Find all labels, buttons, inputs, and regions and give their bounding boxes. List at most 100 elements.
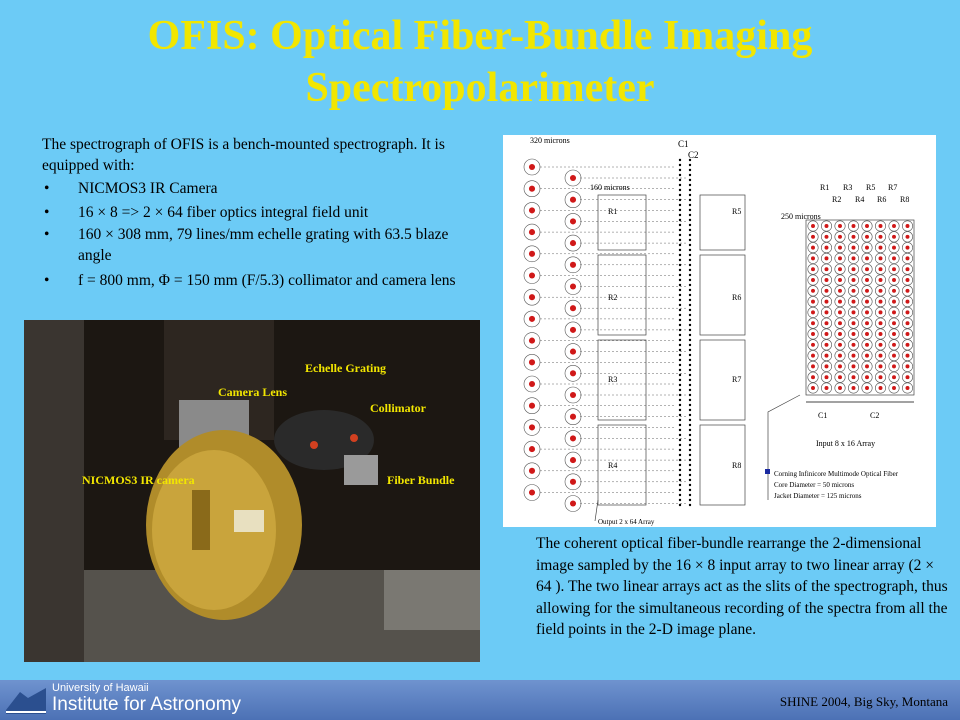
fiber: [523, 484, 541, 501]
fiber-core: [878, 375, 883, 380]
fiber: [861, 360, 873, 372]
fiber-core: [569, 435, 577, 442]
fiber-core: [824, 245, 829, 250]
fiber-core: [865, 321, 869, 326]
fiber: [820, 317, 832, 329]
fiber-core: [905, 321, 910, 326]
slit-dot: [688, 233, 692, 237]
fiber: [874, 371, 886, 383]
slit-dot: [678, 178, 682, 182]
fiber-core: [569, 370, 577, 377]
slit-dot: [688, 353, 692, 357]
fiber-core: [528, 380, 536, 388]
fiber: [523, 180, 541, 197]
slit-dot: [688, 258, 692, 262]
fiber-core: [851, 256, 856, 261]
slit-dot: [678, 373, 682, 377]
fiber: [834, 360, 846, 372]
fiber: [807, 306, 819, 318]
slit-dot: [678, 438, 682, 442]
fiber-core: [865, 342, 869, 347]
fiber-core: [892, 299, 896, 304]
slit-dot: [688, 473, 692, 477]
fiber: [874, 317, 886, 329]
fiber-core: [851, 278, 856, 282]
fiber: [564, 256, 582, 274]
fiber-core: [905, 375, 910, 380]
fiber: [834, 306, 846, 318]
fiber-core: [838, 386, 842, 390]
fiber: [874, 306, 886, 318]
fiber-core: [878, 224, 883, 228]
fiber: [861, 285, 873, 297]
fiber-core: [851, 288, 856, 293]
legend-text: Corning Infinicore Multimode Optical Fib…: [774, 470, 899, 478]
fiber-core: [865, 278, 869, 282]
photo: Echelle Grating Camera Lens Collimator NICM…: [24, 320, 480, 662]
fiber: [888, 285, 900, 297]
institution-name: Institute for Astronomy: [52, 694, 242, 715]
fiber: [847, 382, 859, 394]
fiber-core: [811, 245, 815, 250]
fiber: [834, 382, 846, 394]
fiber-core: [824, 234, 829, 239]
slit-dot: [678, 243, 682, 247]
fiber-core: [892, 256, 896, 261]
fiber: [861, 296, 873, 308]
bullet-text: NICMOS3 IR Camera: [78, 180, 218, 197]
fiber: [847, 252, 859, 264]
institution-line: University of Hawaii: [52, 682, 149, 694]
dimension-label: 250 microns: [781, 212, 821, 221]
fiber-core: [851, 386, 856, 390]
fiber: [820, 371, 832, 383]
slit-dot: [688, 413, 692, 417]
fiber: [820, 360, 832, 372]
fiber: [847, 263, 859, 275]
fiber: [820, 350, 832, 362]
fiber: [847, 328, 859, 340]
slit-dot: [678, 413, 682, 417]
fiber-core: [892, 342, 896, 347]
fiber-core: [528, 207, 536, 214]
slit-dot: [678, 343, 682, 347]
fiber-core: [528, 446, 536, 453]
slit-dot: [678, 163, 682, 167]
fiber: [847, 242, 859, 254]
fiber-core: [824, 364, 829, 369]
fiber-core: [865, 245, 869, 250]
fiber: [861, 231, 873, 243]
fiber: [874, 382, 886, 394]
legend-text: Jacket Diameter = 125 microns: [774, 492, 862, 500]
fiber-core: [865, 267, 869, 272]
fiber: [888, 328, 900, 340]
fiber-core: [824, 386, 829, 390]
slit-dot: [688, 223, 692, 227]
slit-dot: [688, 478, 692, 482]
fiber-core: [878, 245, 883, 250]
slit-dot: [688, 323, 692, 327]
fiber-core: [811, 342, 815, 347]
fiber-core: [569, 305, 577, 312]
fiber: [807, 252, 819, 264]
row-label: R4: [608, 461, 617, 470]
fiber-core: [811, 299, 815, 304]
fiber: [820, 285, 832, 297]
row-box: [597, 254, 647, 336]
slit-dot: [688, 338, 692, 342]
slit-dot: [688, 468, 692, 472]
fiber: [834, 220, 846, 232]
fiber: [847, 360, 859, 372]
slit-dot: [678, 258, 682, 262]
fiber-core: [569, 196, 577, 203]
fiber: [564, 495, 582, 512]
fiber: [807, 263, 819, 275]
array-header: R7: [888, 183, 897, 192]
fiber-core: [878, 353, 883, 358]
fiber-core: [838, 224, 842, 228]
fiber: [888, 360, 900, 372]
slit-dot: [688, 303, 692, 307]
fiber-core: [569, 478, 577, 485]
fiber: [901, 350, 913, 362]
fiber: [861, 274, 873, 286]
